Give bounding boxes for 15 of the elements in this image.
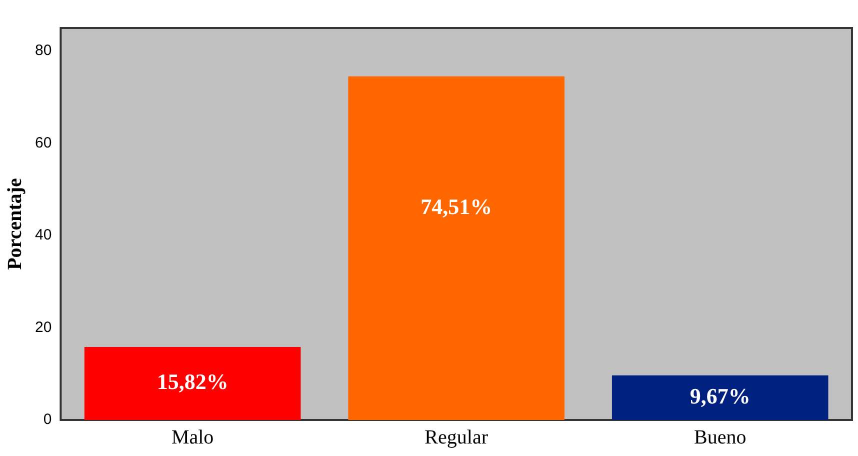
y-tick-label: 0 [43,411,52,428]
x-tick-label: Bueno [694,426,746,448]
data-label: 74,51% [420,194,492,219]
data-label: 9,67% [690,383,750,408]
y-tick-label: 80 [34,42,52,60]
y-tick-label: 20 [34,318,52,336]
y-tick-label: 60 [34,134,52,152]
x-tick-label: Regular [424,426,488,448]
bar [348,76,564,420]
y-tick-label: 40 [34,226,52,244]
y-axis-title: Porcentaje [4,178,26,270]
x-tick-label: Malo [171,426,214,448]
bar [612,375,828,420]
bar [84,347,301,420]
data-label: 15,82% [156,369,228,394]
